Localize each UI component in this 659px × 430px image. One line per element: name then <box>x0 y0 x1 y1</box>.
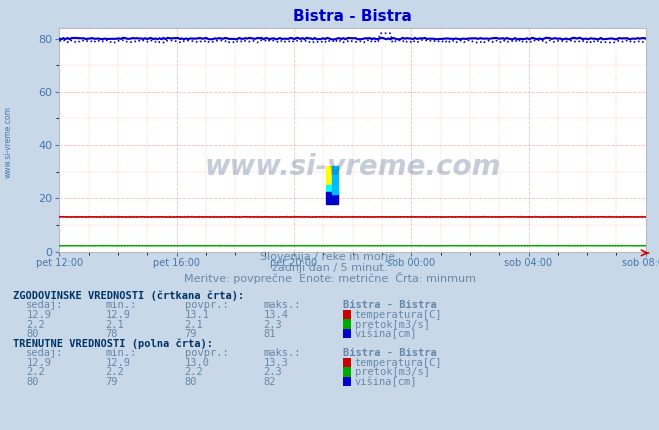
Text: 12.9: 12.9 <box>105 310 130 320</box>
Text: 80: 80 <box>26 377 39 387</box>
Text: TRENUTNE VREDNOSTI (polna črta):: TRENUTNE VREDNOSTI (polna črta): <box>13 338 213 349</box>
Bar <box>326 166 338 185</box>
Text: 13.4: 13.4 <box>264 310 289 320</box>
Text: 12.9: 12.9 <box>26 358 51 368</box>
Text: 12.9: 12.9 <box>105 358 130 368</box>
Text: sedaj:: sedaj: <box>26 300 64 310</box>
Text: maks.:: maks.: <box>264 300 301 310</box>
Text: Slovenija / reke in morje.: Slovenija / reke in morje. <box>260 252 399 262</box>
Text: pretok[m3/s]: pretok[m3/s] <box>355 367 430 378</box>
Text: sedaj:: sedaj: <box>26 348 64 358</box>
Text: www.si-vreme.com: www.si-vreme.com <box>204 153 501 181</box>
Text: 13.0: 13.0 <box>185 358 210 368</box>
Text: 13.1: 13.1 <box>185 310 210 320</box>
Text: 13.3: 13.3 <box>264 358 289 368</box>
Text: pretok[m3/s]: pretok[m3/s] <box>355 319 430 330</box>
Text: min.:: min.: <box>105 348 136 358</box>
Text: višina[cm]: višina[cm] <box>355 376 417 387</box>
Text: 2.2: 2.2 <box>185 367 203 378</box>
Bar <box>326 193 338 204</box>
Text: 81: 81 <box>264 329 276 339</box>
Text: Meritve: povprečne  Enote: metrične  Črta: minmum: Meritve: povprečne Enote: metrične Črta:… <box>183 272 476 284</box>
Text: 79: 79 <box>105 377 118 387</box>
Text: 80: 80 <box>26 329 39 339</box>
Text: 79: 79 <box>185 329 197 339</box>
Text: min.:: min.: <box>105 300 136 310</box>
Text: 2.2: 2.2 <box>26 319 45 330</box>
Text: 82: 82 <box>264 377 276 387</box>
Text: 2.2: 2.2 <box>105 367 124 378</box>
Polygon shape <box>332 166 338 194</box>
Text: 2.2: 2.2 <box>26 367 45 378</box>
Text: ZGODOVINSKE VREDNOSTI (črtkana črta):: ZGODOVINSKE VREDNOSTI (črtkana črta): <box>13 290 244 301</box>
Text: Bistra - Bistra: Bistra - Bistra <box>343 300 436 310</box>
Text: 2.3: 2.3 <box>264 319 282 330</box>
Text: povpr.:: povpr.: <box>185 348 228 358</box>
Text: 2.3: 2.3 <box>264 367 282 378</box>
Text: www.si-vreme.com: www.si-vreme.com <box>3 106 13 178</box>
Text: 2.1: 2.1 <box>105 319 124 330</box>
Text: temperatura[C]: temperatura[C] <box>355 358 442 368</box>
Text: maks.:: maks.: <box>264 348 301 358</box>
Text: 80: 80 <box>185 377 197 387</box>
Title: Bistra - Bistra: Bistra - Bistra <box>293 9 412 24</box>
Text: 12.9: 12.9 <box>26 310 51 320</box>
Text: temperatura[C]: temperatura[C] <box>355 310 442 320</box>
Text: zadnji dan / 5 minut.: zadnji dan / 5 minut. <box>272 263 387 273</box>
Text: 2.1: 2.1 <box>185 319 203 330</box>
Bar <box>326 185 338 193</box>
Text: višina[cm]: višina[cm] <box>355 329 417 339</box>
Text: Bistra - Bistra: Bistra - Bistra <box>343 348 436 358</box>
Text: 78: 78 <box>105 329 118 339</box>
Text: povpr.:: povpr.: <box>185 300 228 310</box>
